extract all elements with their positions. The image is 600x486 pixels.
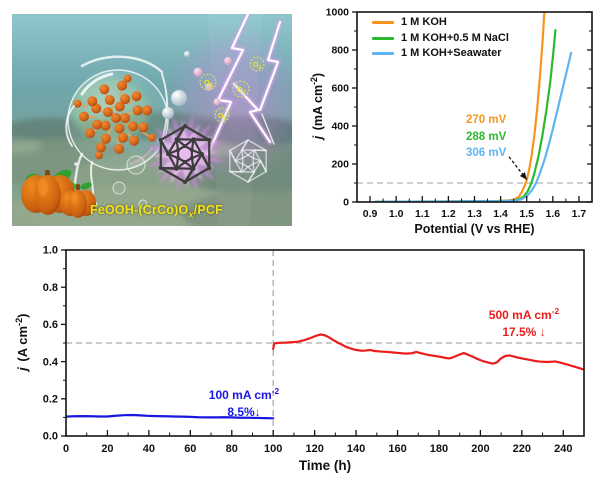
svg-text:1.2: 1.2: [441, 208, 456, 220]
svg-text:Time (h): Time (h): [299, 458, 351, 473]
svg-text:1.4: 1.4: [493, 208, 508, 220]
svg-text:1.1: 1.1: [415, 208, 430, 220]
legend-swatch-koh: [372, 21, 394, 25]
svg-text:40: 40: [143, 443, 155, 455]
anno-100ma: 100 mA cm-2 8.5%↓: [208, 386, 280, 419]
lsv-chart-svg: 0.9 1.0 1.1 1.2 1.3 1.4 1.5 1.6 1.7 0 200 400 600 800…: [326, 7, 593, 236]
pumpkins-icon: [21, 169, 96, 218]
svg-text:1.0: 1.0: [43, 245, 58, 257]
svg-text:1.7: 1.7: [572, 208, 587, 220]
svg-text:400: 400: [331, 121, 349, 133]
svg-text:1.6: 1.6: [546, 208, 561, 220]
gas-spheres: [162, 51, 232, 119]
overpotential-koh: 270 mV: [466, 114, 507, 126]
svg-text:O2: O2: [237, 85, 246, 96]
svg-text:0.8: 0.8: [43, 282, 58, 294]
graphical-abstract: O2 O2 O2 O2: [12, 14, 292, 226]
svg-text:200: 200: [471, 443, 489, 455]
svg-text:800: 800: [331, 45, 349, 57]
faint-cage-icon: [229, 139, 267, 183]
svg-text:80: 80: [226, 443, 238, 455]
o2-label: O: [204, 78, 210, 87]
catalyst-bubble: [67, 69, 169, 171]
svg-text:140: 140: [347, 443, 365, 455]
stability-y-axis-label: j (A cm-2): [13, 313, 31, 371]
legend-swatch-nacl: [372, 36, 394, 40]
svg-text:200: 200: [331, 159, 349, 171]
svg-text:60: 60: [184, 443, 196, 455]
svg-text:0.6: 0.6: [43, 319, 58, 331]
stability-chart: 0 20 40 60 80 100 120 140 160 180 200 220 240 0.0 0.2 0…: [0, 240, 600, 486]
overpotential-nacl: 288 mV: [466, 130, 507, 143]
svg-text:20: 20: [101, 443, 113, 455]
lsv-y-axis-label: j (mA cm-2): [308, 72, 326, 140]
svg-text:120: 120: [305, 443, 323, 455]
svg-text:O2: O2: [204, 78, 213, 89]
anno-500ma: 500 mA cm-2 17.5% ↓: [488, 306, 560, 339]
legend-item-koh: 1 M KOH: [372, 15, 509, 31]
overpotential-seawater: 306 mV: [466, 147, 507, 159]
svg-text:180: 180: [430, 443, 448, 455]
o2-bubbles: O2 O2 O2 O2: [199, 56, 265, 123]
glowing-cage-icon: [143, 112, 227, 196]
svg-text:0.4: 0.4: [43, 356, 59, 368]
lsv-chart: 0.9 1.0 1.1 1.2 1.3 1.4 1.5 1.6 1.7 0 200 400 600 800…: [300, 0, 600, 238]
seawater-scene: O2 O2 O2 O2: [12, 14, 292, 226]
svg-text:1000: 1000: [326, 7, 350, 19]
svg-text:0.9: 0.9: [363, 208, 378, 220]
svg-text:1.5: 1.5: [519, 208, 534, 220]
lsv-legend: 1 M KOH 1 M KOH+0.5 M NaCl 1 M KOH+Seawa…: [372, 15, 509, 62]
svg-text:O2: O2: [253, 62, 261, 71]
svg-text:160: 160: [388, 443, 406, 455]
svg-text:0: 0: [343, 197, 349, 209]
legend-item-nacl: 1 M KOH+0.5 M NaCl: [372, 31, 509, 47]
catalyst-caption: FeOOH-(CrCo)Ox/PCF: [90, 203, 223, 220]
svg-text:220: 220: [513, 443, 531, 455]
svg-text:100: 100: [264, 443, 282, 455]
svg-text:1.0: 1.0: [389, 208, 404, 220]
svg-text:0.2: 0.2: [43, 394, 58, 406]
svg-text:600: 600: [331, 83, 349, 95]
bubbles: [112, 155, 148, 209]
svg-text:Potential (V vs RHE): Potential (V vs RHE): [414, 222, 534, 236]
overpotential-annotations: 270 mV 288 mV 306 mV: [466, 112, 506, 162]
stability-chart-svg: 0 20 40 60 80 100 120 140 160 180 200 220 240 0.0 0.2 0…: [43, 245, 585, 473]
svg-text:O2: O2: [218, 113, 226, 122]
legend-swatch-seawater: [372, 52, 394, 56]
svg-text:0.0: 0.0: [43, 431, 58, 443]
lightning-icon: [205, 14, 283, 157]
svg-text:0: 0: [63, 443, 69, 455]
legend-item-seawater: 1 M KOH+Seawater: [372, 46, 509, 62]
svg-text:240: 240: [554, 443, 572, 455]
svg-text:1.3: 1.3: [467, 208, 482, 220]
nanoparticle-cluster-icon: [73, 74, 156, 160]
